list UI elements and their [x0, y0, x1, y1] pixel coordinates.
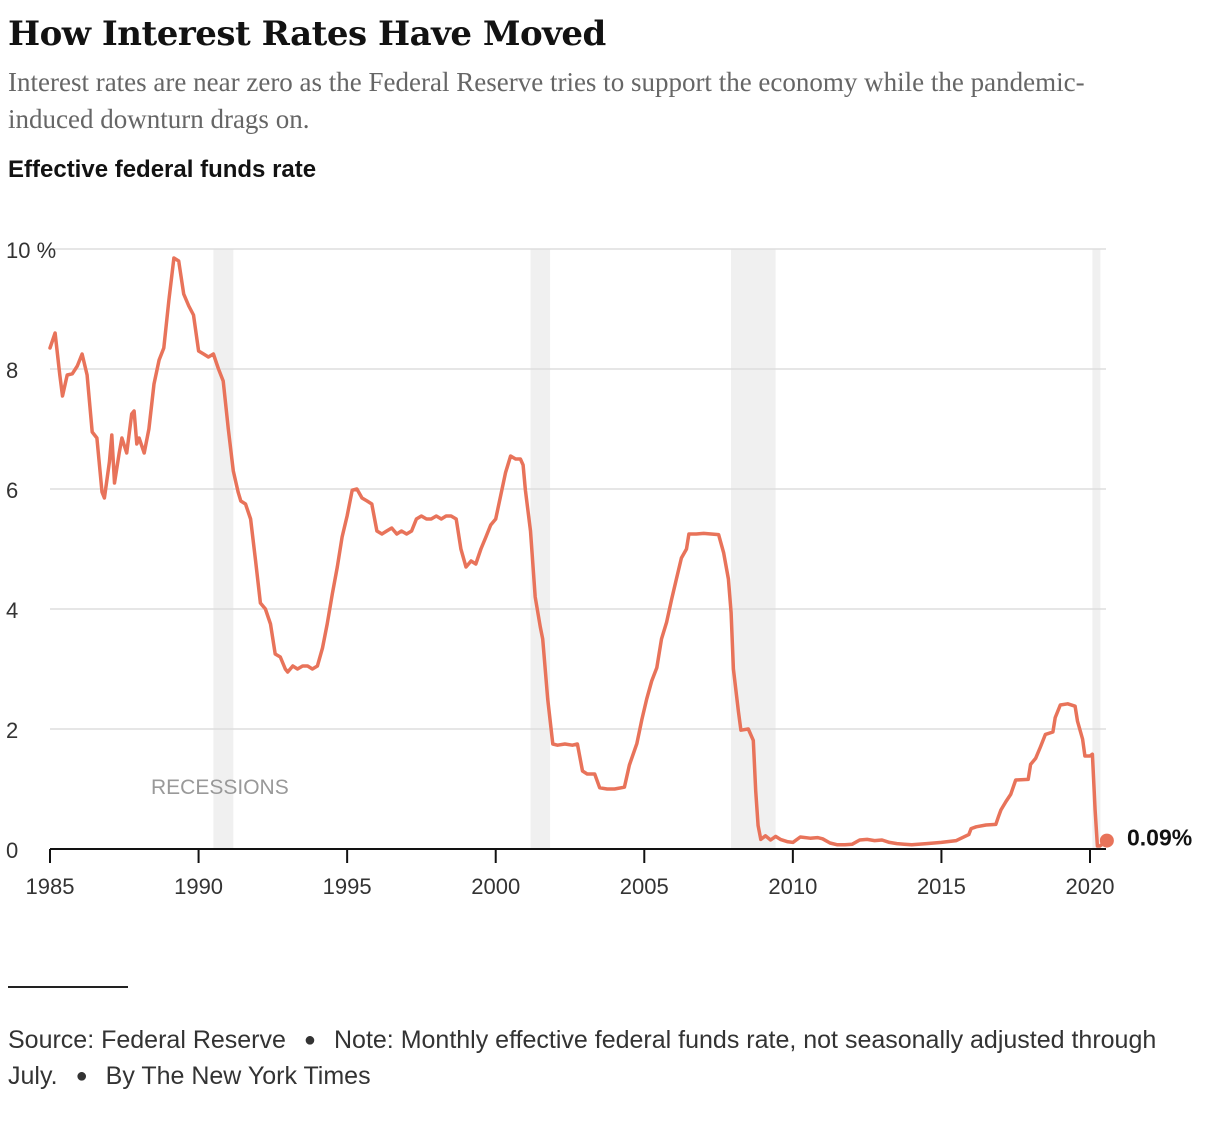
axes [49, 848, 1106, 863]
footer: Source: Federal Reserve ● Note: Monthly ef… [8, 1022, 1208, 1094]
y-tick-label: 0 [6, 838, 18, 863]
x-tick-label: 2015 [917, 874, 966, 899]
recession-band [213, 249, 234, 849]
recession-bands [213, 249, 1101, 849]
separator-dot: ● [303, 1029, 316, 1051]
recession-band [530, 249, 551, 849]
x-tick-label: 2020 [1066, 874, 1115, 899]
line-chart: RECESSIONS 0 2 4 6 8 10 % 1985 1990 1995 2000 2005 2… [6, 238, 1192, 899]
rate-line [48, 256, 1107, 848]
x-tick-label: 1995 [323, 874, 372, 899]
x-tick-label: 1990 [174, 874, 223, 899]
footer-note: Note: Monthly effective federal funds ra… [8, 1026, 1157, 1090]
recession-band [1092, 249, 1101, 849]
series-layer [48, 256, 1114, 848]
chart-title: How Interest Rates Have Moved [8, 14, 606, 54]
x-tick-label: 2010 [768, 874, 817, 899]
footer-byline: By The New York Times [105, 1062, 371, 1090]
x-tick-label: 1985 [26, 874, 75, 899]
chart-label: Effective federal funds rate [8, 156, 317, 183]
footer-source: Source: Federal Reserve [8, 1026, 286, 1054]
recessions-label: RECESSIONS [151, 776, 289, 799]
footer-rule [8, 986, 128, 988]
chart-subtitle: Interest rates are near zero as the Fede… [8, 67, 1085, 134]
y-tick-label: 8 [6, 358, 18, 383]
end-point-dot [1099, 833, 1114, 848]
labels: RECESSIONS 0 2 4 6 8 10 % 1985 1990 1995 2000 2005 2… [6, 238, 1192, 899]
separator-dot: ● [75, 1065, 88, 1087]
y-tick-label: 2 [6, 718, 18, 743]
y-tick-label: 6 [6, 478, 18, 503]
y-tick-label: 4 [6, 598, 18, 623]
end-value-label: 0.09% [1127, 825, 1192, 851]
y-tick-label: 10 % [6, 238, 56, 263]
x-tick-label: 2000 [471, 874, 520, 899]
grid-lines [50, 248, 1106, 730]
x-tick-label: 2005 [620, 874, 669, 899]
